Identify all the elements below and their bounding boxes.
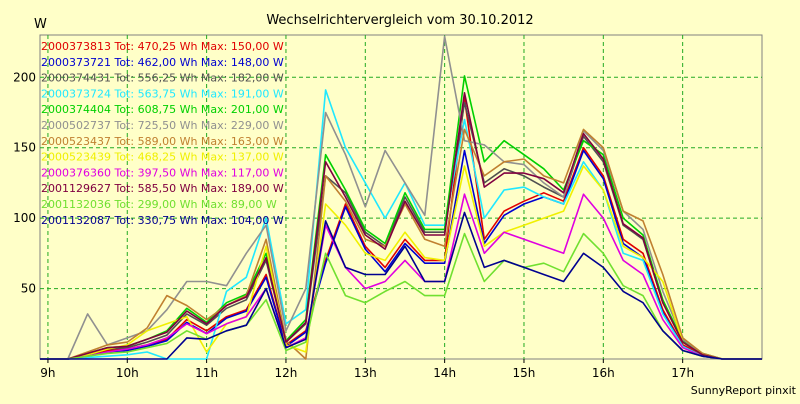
legend-entry: 2000374431 Tot: 556,25 Wh Max: 182,00 W	[41, 72, 284, 85]
series-group	[40, 35, 762, 360]
x-tick-label: 15h	[513, 366, 536, 380]
x-tick-label: 11h	[195, 366, 218, 380]
credit-text: SunnyReport pinxit	[691, 384, 797, 397]
x-tick-label: 17h	[671, 366, 694, 380]
x-tick-label: 10h	[116, 366, 139, 380]
series-line	[40, 149, 762, 360]
y-tick-label: 100	[13, 211, 36, 225]
legend-entry: 2000374404 Tot: 608,75 Wh Max: 201,00 W	[41, 103, 284, 116]
y-tick-label: 200	[13, 70, 36, 84]
series-line	[40, 97, 762, 360]
x-tick-label: 16h	[592, 366, 615, 380]
y-tick-label: 50	[21, 282, 36, 296]
series-line	[40, 193, 762, 360]
x-tick-label: 12h	[275, 366, 298, 380]
legend-entry: 2001132087 Tot: 330,75 Wh Max: 104,00 W	[41, 214, 284, 227]
legend-entry: 2001129627 Tot: 585,50 Wh Max: 189,00 W	[41, 182, 284, 195]
series-line	[40, 92, 762, 360]
series-line	[40, 232, 762, 360]
axes: 50 100 150 200 9h 10h 11h 12h 13h 14h 15h 16h 17h	[13, 70, 694, 380]
legend-entry: 2000376360 Tot: 397,50 Wh Max: 117,00 W	[41, 166, 284, 179]
x-tick-label: 13h	[354, 366, 377, 380]
legend: 2000373813 Tot: 470,25 Wh Max: 150,00 W 2…	[41, 40, 284, 227]
x-tick-label: 9h	[40, 366, 55, 380]
legend-entry: 2000373813 Tot: 470,25 Wh Max: 150,00 W	[41, 40, 284, 53]
legend-entry: 2000523437 Tot: 589,00 Wh Max: 163,00 W	[41, 135, 284, 148]
legend-entry: 2000523439 Tot: 468,25 Wh Max: 137,00 W	[41, 151, 284, 164]
series-line	[40, 89, 762, 360]
series-line	[40, 75, 762, 360]
series-line	[40, 165, 762, 360]
chart-title: Wechselrichtervergleich vom 30.10.2012	[266, 13, 533, 28]
grid	[40, 35, 762, 359]
legend-entry: 2000373721 Tot: 462,00 Wh Max: 148,00 W	[41, 56, 284, 69]
legend-entry: 2001132036 Tot: 299,00 Wh Max: 89,00 W	[41, 198, 277, 211]
legend-entry: 2000373724 Tot: 563,75 Wh Max: 191,00 W	[41, 87, 284, 100]
series-line	[40, 101, 762, 360]
y-axis-unit-label: W	[34, 17, 47, 32]
x-tick-label: 14h	[433, 366, 456, 380]
series-line	[40, 35, 762, 360]
legend-entry: 2000502737 Tot: 725,50 Wh Max: 229,00 W	[41, 119, 284, 132]
y-tick-label: 150	[13, 141, 36, 155]
series-line	[40, 211, 762, 360]
